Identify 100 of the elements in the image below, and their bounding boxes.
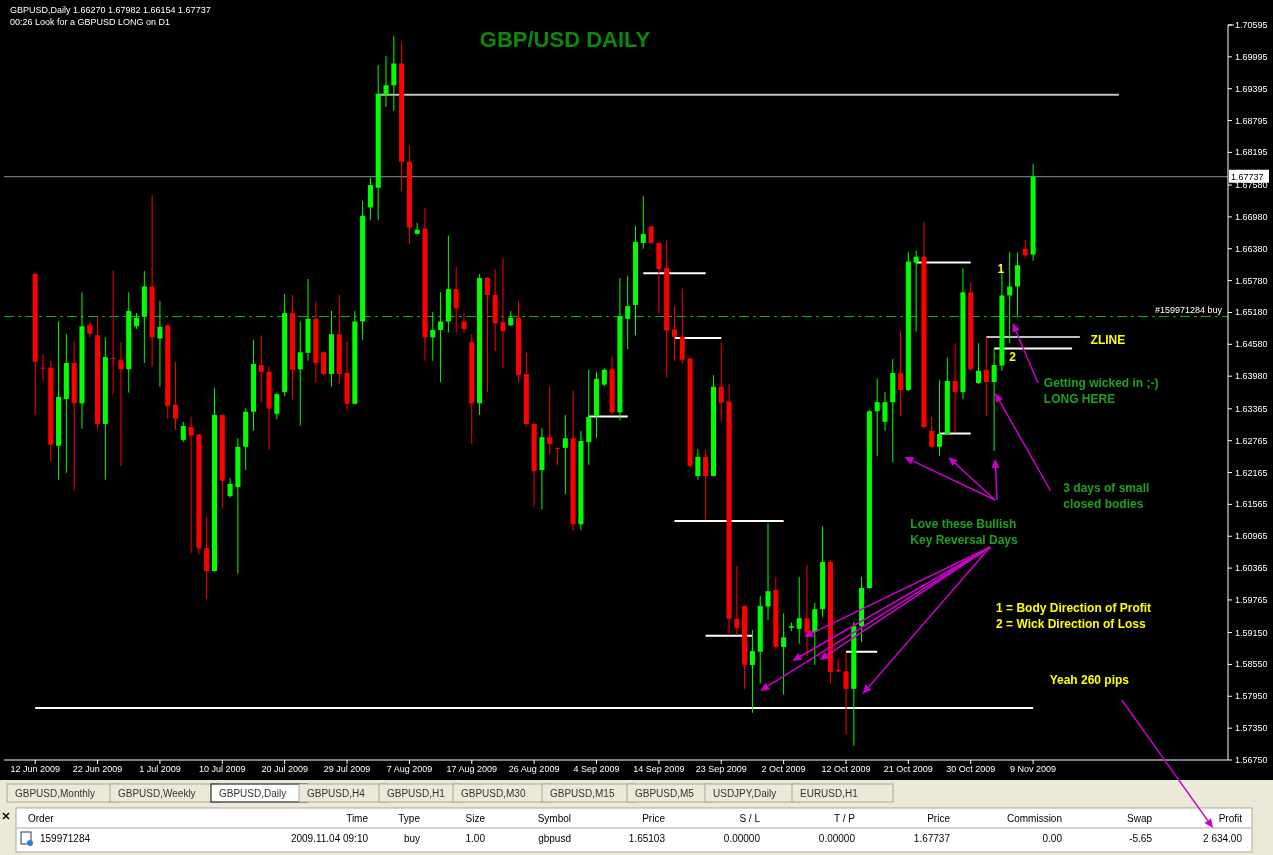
candlestick xyxy=(180,421,186,443)
candlestick xyxy=(110,270,116,396)
text: GBPUSD,Weekly xyxy=(118,788,196,799)
candlestick xyxy=(898,330,904,417)
annotation: 2 xyxy=(1009,350,1017,364)
annotation: Yeah 260 pips xyxy=(1049,673,1130,687)
x-tick-label: 22 Jun 2009 xyxy=(72,764,123,774)
candlestick xyxy=(321,350,327,376)
annotation: 00:26 Look for a GBPUSD LONG on D1 xyxy=(10,17,171,27)
y-tick-label: 1.57950 xyxy=(1235,691,1268,702)
text: EURUSD,H1 xyxy=(800,788,859,799)
candlestick xyxy=(555,446,561,466)
y-tick-label: 1.68195 xyxy=(1235,147,1268,158)
candlestick xyxy=(874,377,880,457)
x-tick-label: 26 Aug 2009 xyxy=(508,764,560,774)
x-tick-label: 14 Sep 2009 xyxy=(633,764,685,774)
x-tick-label: 2 Oct 2009 xyxy=(761,764,806,774)
candlestick xyxy=(562,414,568,495)
candlestick xyxy=(952,342,958,434)
y-tick-label: 1.67580 xyxy=(1235,180,1268,191)
annotation: 1 xyxy=(997,262,1005,276)
text: Symbol xyxy=(537,813,571,824)
text: GBPUSD,H4 xyxy=(307,788,366,799)
text: -5.65 xyxy=(1129,833,1153,844)
candlestick xyxy=(383,55,389,108)
y-tick-label: 1.62165 xyxy=(1235,467,1268,478)
candlestick xyxy=(118,341,124,467)
candlestick xyxy=(734,565,740,636)
text: 1.67737 xyxy=(913,833,951,844)
candlestick xyxy=(625,275,631,350)
candlestick xyxy=(843,651,849,736)
x-tick-label: 10 Jul 2009 xyxy=(199,764,246,774)
x-tick-label: 7 Aug 2009 xyxy=(386,764,433,774)
candlestick xyxy=(157,300,163,388)
x-tick-label: 21 Oct 2009 xyxy=(883,764,933,774)
text: 2 634.00 xyxy=(1203,833,1243,844)
text: GBPUSD,Daily xyxy=(219,788,287,799)
annotation: 3 days of small closed bodies xyxy=(1063,481,1150,511)
candlestick xyxy=(765,522,771,621)
candlestick xyxy=(718,341,724,423)
y-tick-label: 1.60365 xyxy=(1235,563,1268,574)
text: Order xyxy=(28,813,55,824)
candlestick xyxy=(703,449,709,521)
text: S / L xyxy=(739,813,761,824)
candlestick xyxy=(188,416,194,554)
annotation: Getting wicked in ;-) LONG HERE xyxy=(1043,376,1159,406)
candlestick xyxy=(453,266,459,334)
candlestick xyxy=(391,35,397,112)
candlestick xyxy=(929,416,935,449)
x-tick-label: 23 Sep 2009 xyxy=(695,764,747,774)
text: GBPUSD,M15 xyxy=(550,788,615,799)
y-tick-label: 1.59150 xyxy=(1235,627,1268,638)
annotation: ZLINE xyxy=(1090,333,1126,347)
text: Price xyxy=(642,813,666,824)
candlestick xyxy=(40,353,46,382)
y-tick-label: 1.66380 xyxy=(1235,243,1268,254)
candlestick xyxy=(500,257,506,369)
candlestick xyxy=(438,291,444,383)
y-tick-label: 1.65780 xyxy=(1235,275,1268,286)
x-tick-label: 12 Jun 2009 xyxy=(10,764,60,774)
annotation: 1 = Body Direction of Profit 2 = Wick Direction of Loss xyxy=(996,601,1152,631)
candlestick xyxy=(882,391,888,432)
candlestick xyxy=(484,276,490,393)
y-tick-label: 1.65180 xyxy=(1235,307,1268,318)
y-tick-label: 1.59765 xyxy=(1235,594,1268,605)
text: Time xyxy=(346,813,369,824)
text: 2009.11.04 09:10 xyxy=(290,833,369,844)
candlestick xyxy=(695,448,701,481)
x-tick-label: 12 Oct 2009 xyxy=(821,764,871,774)
candlestick xyxy=(1007,251,1013,344)
text: Size xyxy=(465,813,486,824)
x-tick-label: 17 Aug 2009 xyxy=(446,764,498,774)
candlestick xyxy=(983,336,989,417)
candlestick xyxy=(297,321,303,427)
ref-line-label: 1.67737 xyxy=(1231,171,1264,182)
candlestick xyxy=(937,379,943,457)
candlestick xyxy=(749,629,755,714)
ref-line-label: #159971284 buy xyxy=(1154,304,1223,315)
candlestick xyxy=(367,177,373,221)
y-tick-label: 1.63365 xyxy=(1235,403,1268,414)
y-tick-label: 1.58550 xyxy=(1235,659,1268,670)
text: 1.00 xyxy=(465,833,486,844)
text: T / P xyxy=(834,813,856,824)
y-tick-label: 1.70595 xyxy=(1235,20,1268,30)
text: 1.65103 xyxy=(628,833,666,844)
x-tick-label: 29 Jul 2009 xyxy=(323,764,371,774)
text: buy xyxy=(403,833,420,844)
candlestick xyxy=(640,195,646,250)
candlestick xyxy=(227,477,233,499)
y-tick-label: 1.60965 xyxy=(1235,531,1268,542)
candlestick xyxy=(547,386,553,456)
candlestick xyxy=(1022,239,1028,259)
y-tick-label: 1.57350 xyxy=(1235,723,1268,734)
candlestick xyxy=(204,516,210,600)
annotation: Love these Bullish Key Reversal Days xyxy=(910,517,1019,547)
text: GBPUSD,M30 xyxy=(461,788,526,799)
candlestick xyxy=(671,305,678,362)
text: 159971284 xyxy=(40,833,91,844)
candlestick xyxy=(258,334,264,403)
text: Swap xyxy=(1126,813,1153,824)
